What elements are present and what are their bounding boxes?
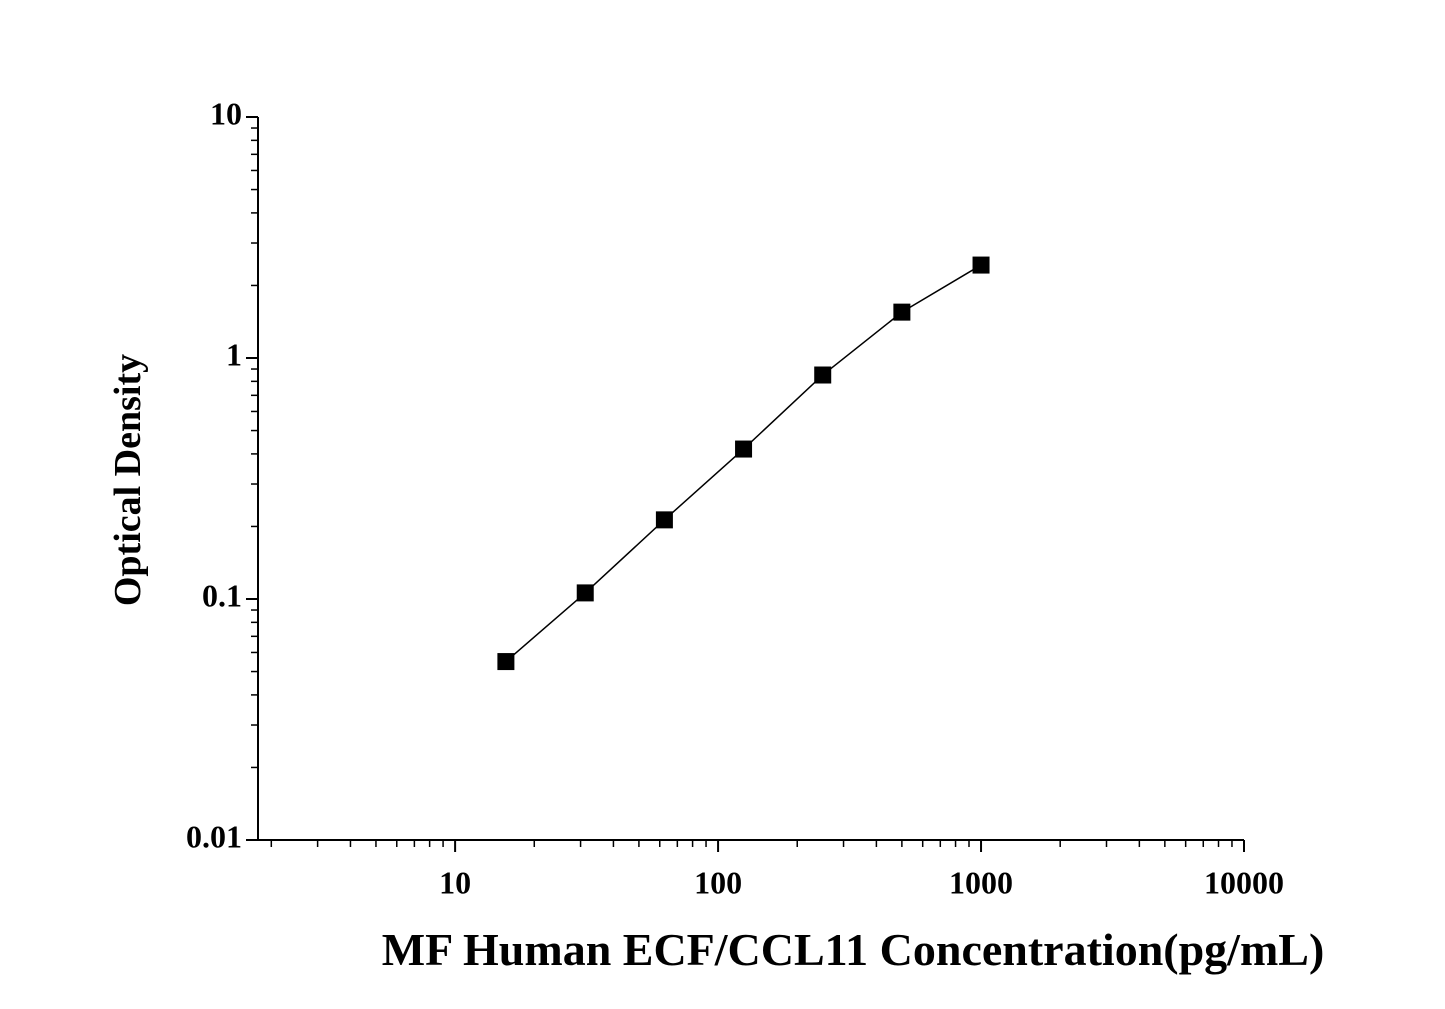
data-point [655, 511, 673, 529]
data-point [735, 440, 753, 458]
x-axis-title: MF Human ECF/CCL11 Concentration(pg/mL) [382, 924, 1325, 975]
y-tick-label: 0.1 [202, 577, 242, 613]
x-tick-label: 10000 [1204, 864, 1284, 900]
data-line [505, 264, 982, 663]
x-tick-label: 1000 [949, 864, 1013, 900]
y-tick-label: 1 [226, 336, 242, 372]
data-point [972, 256, 990, 274]
x-tick-label: 10 [439, 864, 471, 900]
y-axis-title: Optical Density [107, 354, 149, 606]
data-point [576, 584, 594, 602]
data-point [814, 366, 832, 384]
y-tick-label: 10 [210, 95, 242, 131]
data-point [893, 303, 911, 321]
x-tick-label: 100 [694, 864, 742, 900]
data-point [497, 653, 515, 671]
y-tick-label: 0.01 [186, 818, 242, 854]
